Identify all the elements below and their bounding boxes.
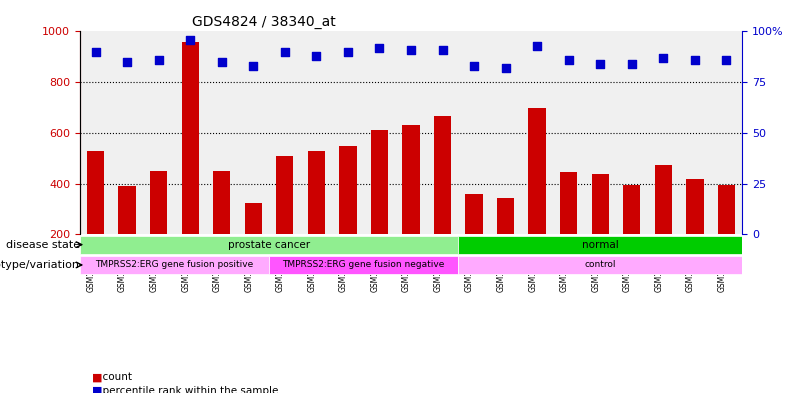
Bar: [528, 108, 546, 285]
Bar: [402, 125, 420, 285]
FancyBboxPatch shape: [80, 256, 269, 274]
Point: [689, 57, 701, 63]
Point: [342, 49, 354, 55]
Point: [594, 61, 606, 67]
Text: GDS4824 / 38340_at: GDS4824 / 38340_at: [192, 15, 336, 29]
Text: count: count: [96, 372, 132, 382]
Bar: [118, 186, 136, 285]
Bar: [497, 198, 514, 285]
Text: control: control: [584, 261, 616, 270]
Point: [120, 59, 133, 65]
Point: [152, 57, 165, 63]
Text: prostate cancer: prostate cancer: [228, 240, 310, 250]
Point: [657, 55, 670, 61]
Bar: [654, 165, 672, 285]
Text: ■: ■: [92, 386, 102, 393]
FancyBboxPatch shape: [269, 256, 458, 274]
Text: TMPRSS2:ERG gene fusion positive: TMPRSS2:ERG gene fusion positive: [95, 261, 254, 270]
Text: percentile rank within the sample: percentile rank within the sample: [96, 386, 279, 393]
Point: [563, 57, 575, 63]
Point: [215, 59, 228, 65]
Point: [405, 46, 417, 53]
Text: normal: normal: [582, 240, 618, 250]
Bar: [623, 185, 641, 285]
Bar: [181, 42, 199, 285]
Point: [373, 44, 385, 51]
Point: [531, 42, 543, 49]
Point: [500, 65, 512, 71]
Point: [626, 61, 638, 67]
Bar: [371, 130, 388, 285]
Point: [720, 57, 733, 63]
Text: TMPRSS2:ERG gene fusion negative: TMPRSS2:ERG gene fusion negative: [282, 261, 444, 270]
Point: [279, 49, 291, 55]
Bar: [717, 185, 735, 285]
Bar: [308, 151, 325, 285]
Point: [247, 63, 259, 69]
Bar: [686, 179, 704, 285]
Bar: [245, 203, 262, 285]
Point: [89, 49, 102, 55]
Text: ■: ■: [92, 372, 102, 382]
Point: [468, 63, 480, 69]
Bar: [213, 171, 231, 285]
Bar: [276, 156, 294, 285]
Bar: [591, 174, 609, 285]
Bar: [560, 172, 577, 285]
FancyBboxPatch shape: [458, 256, 742, 274]
Text: disease state: disease state: [6, 240, 80, 250]
Bar: [465, 194, 483, 285]
Bar: [434, 116, 451, 285]
FancyBboxPatch shape: [458, 235, 742, 254]
Text: genotype/variation: genotype/variation: [0, 260, 80, 270]
Bar: [87, 151, 105, 285]
Point: [184, 37, 196, 43]
Bar: [150, 171, 168, 285]
FancyBboxPatch shape: [80, 235, 458, 254]
Point: [437, 46, 449, 53]
Point: [310, 53, 322, 59]
Bar: [339, 146, 357, 285]
